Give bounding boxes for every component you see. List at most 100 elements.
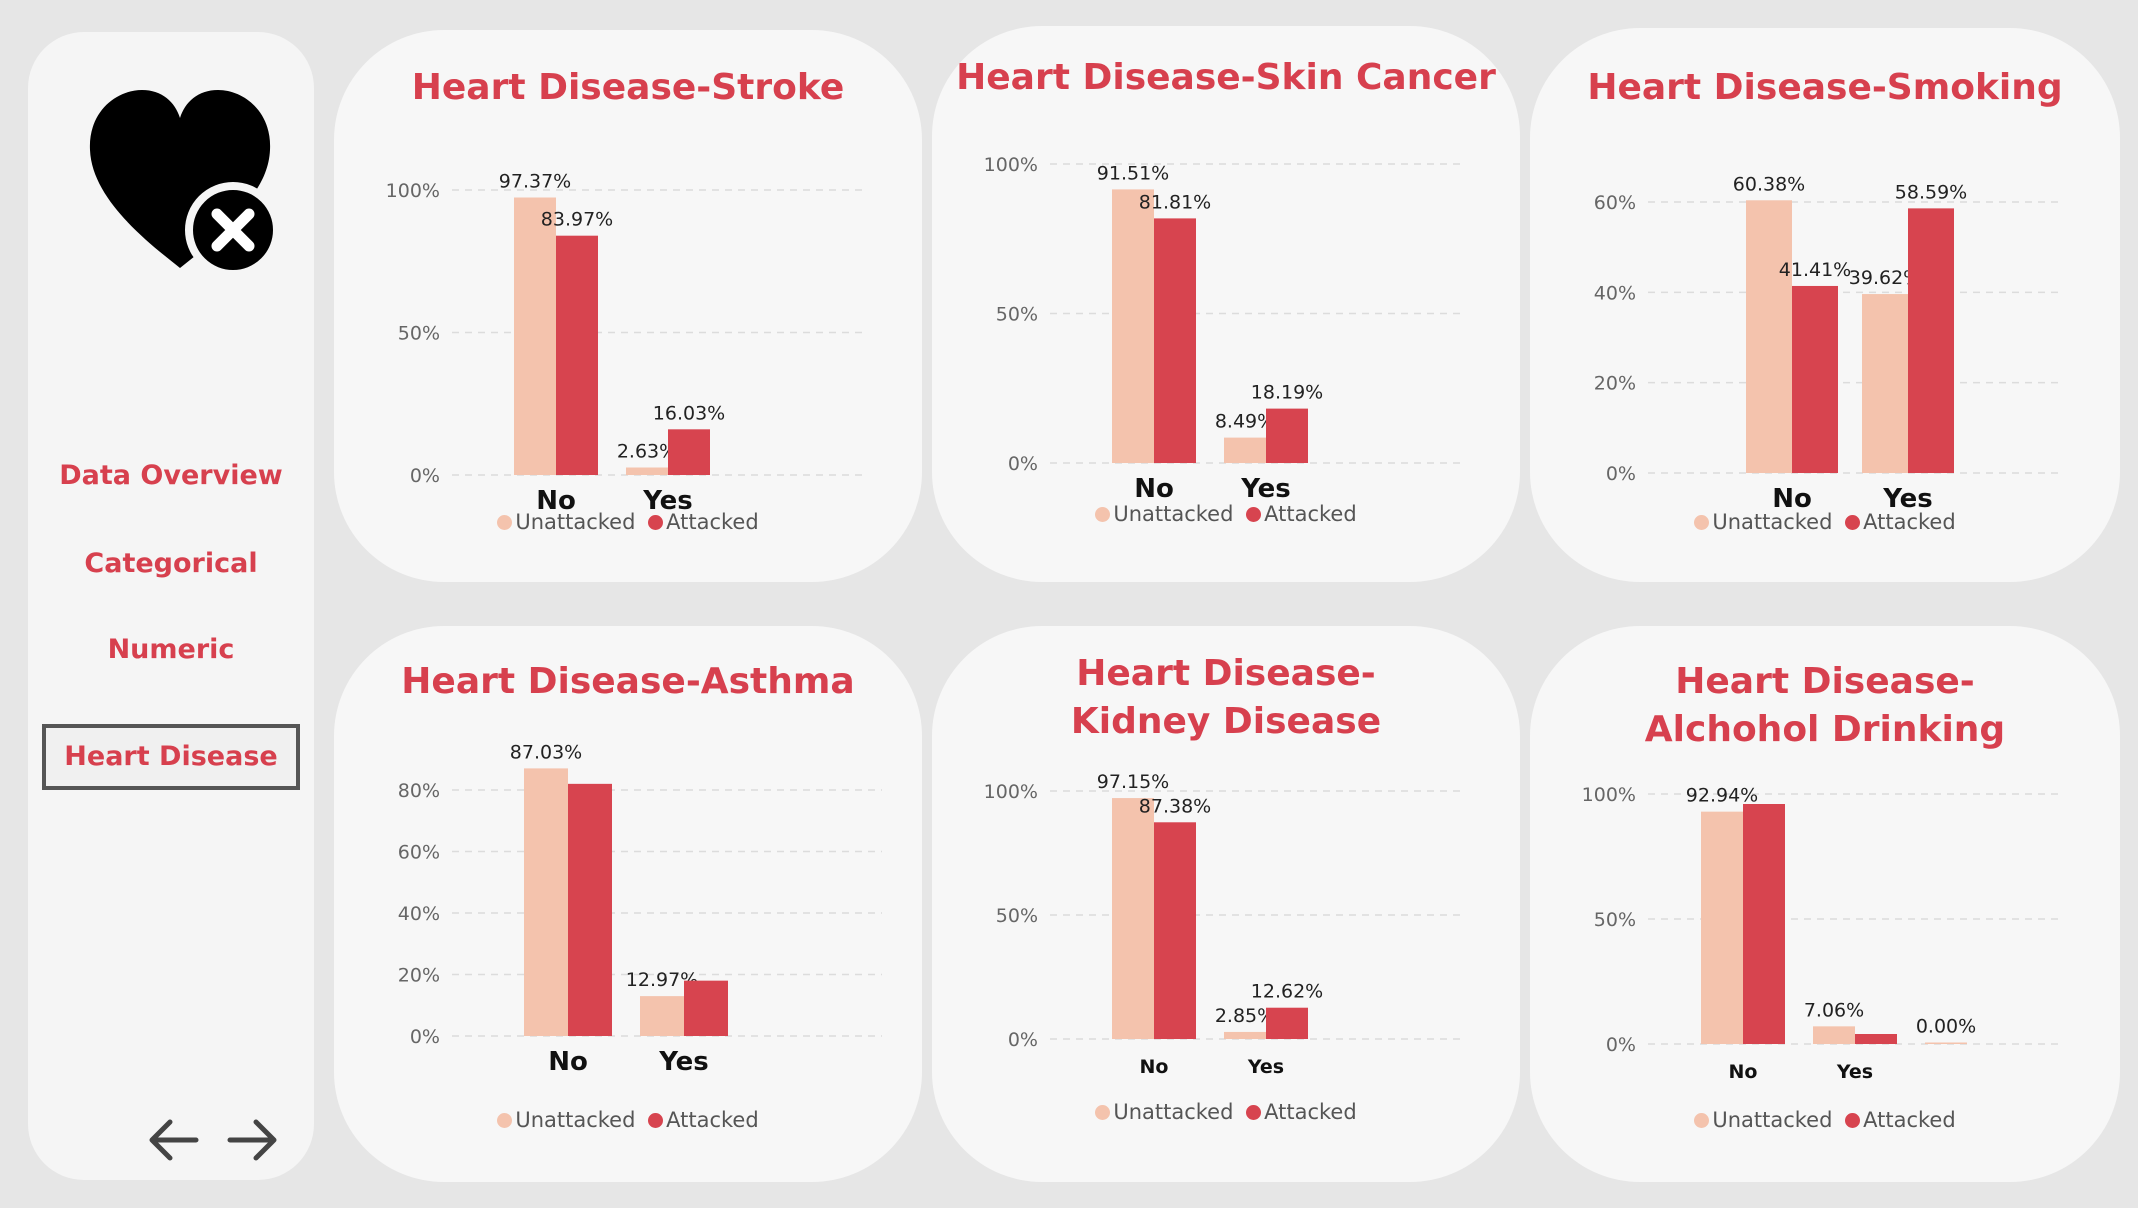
chart-title: Heart Disease-Kidney Disease	[1070, 653, 1382, 742]
y-tick-label: 50%	[996, 304, 1038, 326]
bar-unattacked	[524, 768, 568, 1036]
data-label: 2.63%	[617, 441, 677, 463]
legend-dot-unattacked	[497, 1113, 513, 1128]
bar-unattacked	[1746, 200, 1792, 473]
chart-card-alcohol-drinking: Heart Disease-Alchohol Drinking 0% 50% 100…	[1530, 626, 2120, 1182]
bar-unattacked	[1701, 811, 1743, 1044]
data-label: 0.00%	[1916, 1016, 1976, 1038]
legend-label: Attacked	[1863, 1108, 1956, 1132]
bar-unattacked	[1813, 1026, 1855, 1044]
legend-label: Unattacked	[1712, 510, 1833, 534]
nav-heart-disease[interactable]: Heart Disease	[42, 724, 300, 790]
x-category-label: Yes	[1836, 1061, 1873, 1083]
y-tick-label: 0%	[410, 465, 440, 487]
y-tick-label: 20%	[398, 965, 440, 987]
x-category-label: No	[1729, 1061, 1758, 1083]
bar-unattacked	[1224, 437, 1266, 463]
bar-attacked	[1154, 218, 1196, 463]
sidebar: Data Overview Categorical Numeric Heart …	[28, 32, 314, 1180]
bar-unattacked	[1862, 294, 1908, 473]
legend-item-attacked: Attacked	[1845, 1108, 1956, 1132]
legend-label: Unattacked	[1712, 1108, 1833, 1132]
data-label: 83.97%	[541, 209, 613, 231]
bar-attacked	[1266, 1007, 1308, 1039]
legend-item-unattacked: Unattacked	[1095, 1100, 1233, 1124]
data-label: 39.62%	[1849, 267, 1921, 289]
y-tick-label: 60%	[398, 842, 440, 864]
legend-label: Attacked	[1863, 510, 1956, 534]
x-category-label: Yes	[642, 486, 693, 516]
legend-item-attacked: Attacked	[1845, 510, 1956, 534]
legend-label: Unattacked	[515, 510, 636, 534]
legend-item-attacked: Attacked	[1246, 502, 1357, 526]
y-tick-label: 0%	[1008, 1029, 1038, 1051]
y-tick-label: 80%	[398, 780, 440, 802]
chart-title: Heart Disease-Skin Cancer	[956, 57, 1496, 98]
legend-dot-attacked	[1246, 1105, 1262, 1120]
bar-chart: 0% 50% 100% 92.94% No 7.06% Yes 0.00%	[1582, 784, 2060, 1083]
legend-label: Attacked	[1264, 1100, 1357, 1124]
data-label: 92.94%	[1686, 785, 1758, 807]
x-category-label: Yes	[1882, 484, 1933, 514]
bar-unattacked	[1112, 189, 1154, 463]
y-tick-label: 50%	[1594, 909, 1636, 931]
bar-unattacked	[1112, 798, 1154, 1039]
bar-unattacked	[1224, 1031, 1266, 1039]
bar-chart: 0% 50% 100% 97.37% 83.97% No 2.63% 16.03% Yes	[386, 170, 864, 516]
legend-label: Attacked	[666, 510, 759, 534]
bar-attacked	[1908, 208, 1954, 473]
legend-label: Unattacked	[1113, 502, 1234, 526]
y-tick-label: 0%	[1606, 463, 1636, 485]
legend-dot-unattacked	[1095, 1105, 1111, 1120]
chart-legend: Unattacked Attacked	[1530, 1108, 2120, 1132]
data-label: 18.19%	[1251, 382, 1323, 404]
y-tick-label: 100%	[1582, 784, 1636, 806]
chart-legend: Unattacked Attacked	[334, 510, 922, 534]
legend-item-unattacked: Unattacked	[497, 1108, 635, 1132]
arrow-left-icon[interactable]	[146, 1112, 202, 1168]
nav-categorical[interactable]: Categorical	[84, 548, 258, 579]
legend-label: Unattacked	[515, 1108, 636, 1132]
data-label: 91.51%	[1097, 162, 1169, 184]
data-label: 12.62%	[1251, 981, 1323, 1003]
bar-attacked	[1743, 804, 1785, 1044]
data-label: 8.49%	[1215, 411, 1275, 433]
nav-data-overview[interactable]: Data Overview	[59, 460, 283, 491]
data-label: 97.37%	[499, 170, 571, 192]
legend-item-attacked: Attacked	[648, 1108, 759, 1132]
y-tick-label: 100%	[984, 781, 1038, 803]
y-tick-label: 100%	[984, 154, 1038, 176]
data-label: 12.97%	[626, 969, 698, 991]
legend-dot-attacked	[648, 1113, 664, 1128]
bar-chart: 0% 20% 40% 60% 80% 87.03% No 12.97% Yes	[398, 741, 882, 1077]
bar-unattacked	[1925, 1042, 1967, 1044]
legend-item-unattacked: Unattacked	[1694, 510, 1832, 534]
x-category-label: No	[536, 486, 576, 516]
data-label: 16.03%	[653, 402, 725, 424]
legend-dot-unattacked	[1095, 507, 1111, 522]
x-category-label: No	[1134, 474, 1174, 504]
legend-item-attacked: Attacked	[648, 510, 759, 534]
data-label: 60.38%	[1733, 173, 1805, 195]
data-label: 2.85%	[1215, 1005, 1275, 1027]
legend-item-unattacked: Unattacked	[1694, 1108, 1832, 1132]
x-category-label: Yes	[1240, 474, 1291, 504]
bar-unattacked	[514, 197, 556, 476]
x-category-label: No	[1140, 1056, 1169, 1078]
y-tick-label: 100%	[386, 180, 440, 202]
arrow-right-icon[interactable]	[224, 1112, 280, 1168]
nav-numeric[interactable]: Numeric	[107, 634, 235, 665]
bar-attacked	[668, 429, 710, 475]
bar-attacked	[1266, 408, 1308, 463]
y-tick-label: 0%	[1606, 1034, 1636, 1056]
data-label: 97.15%	[1097, 771, 1169, 793]
data-label: 58.59%	[1895, 181, 1967, 203]
x-category-label: Yes	[1247, 1056, 1284, 1078]
chart-title: Heart Disease-Asthma	[401, 661, 855, 702]
bar-attacked	[556, 235, 598, 475]
bar-attacked	[568, 783, 612, 1036]
y-tick-label: 50%	[398, 323, 440, 345]
y-tick-label: 0%	[410, 1026, 440, 1048]
heart-x-icon	[89, 90, 281, 278]
legend-dot-attacked	[648, 515, 664, 530]
